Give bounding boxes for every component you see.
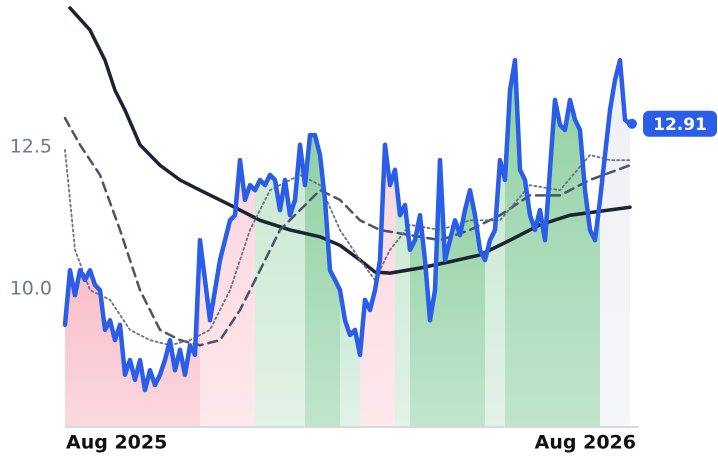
x-tick-label: Aug 2026 (535, 432, 636, 454)
y-tick-label: 10.0 (10, 278, 52, 300)
band (410, 160, 485, 427)
average-line (63, 116, 632, 347)
value-badge (643, 110, 717, 137)
band (505, 60, 600, 427)
band (200, 160, 255, 427)
x-tick-label: Aug 2025 (66, 432, 167, 454)
band (305, 135, 340, 427)
average-line (64, 149, 631, 347)
average-line (68, 6, 632, 275)
price-line (62, 57, 633, 393)
value-badge-label: 12.91 (653, 115, 707, 135)
last-point (627, 118, 637, 129)
band (485, 160, 505, 427)
band (255, 144, 305, 427)
y-tick-label: 12.5 (10, 136, 52, 158)
band (65, 240, 200, 427)
